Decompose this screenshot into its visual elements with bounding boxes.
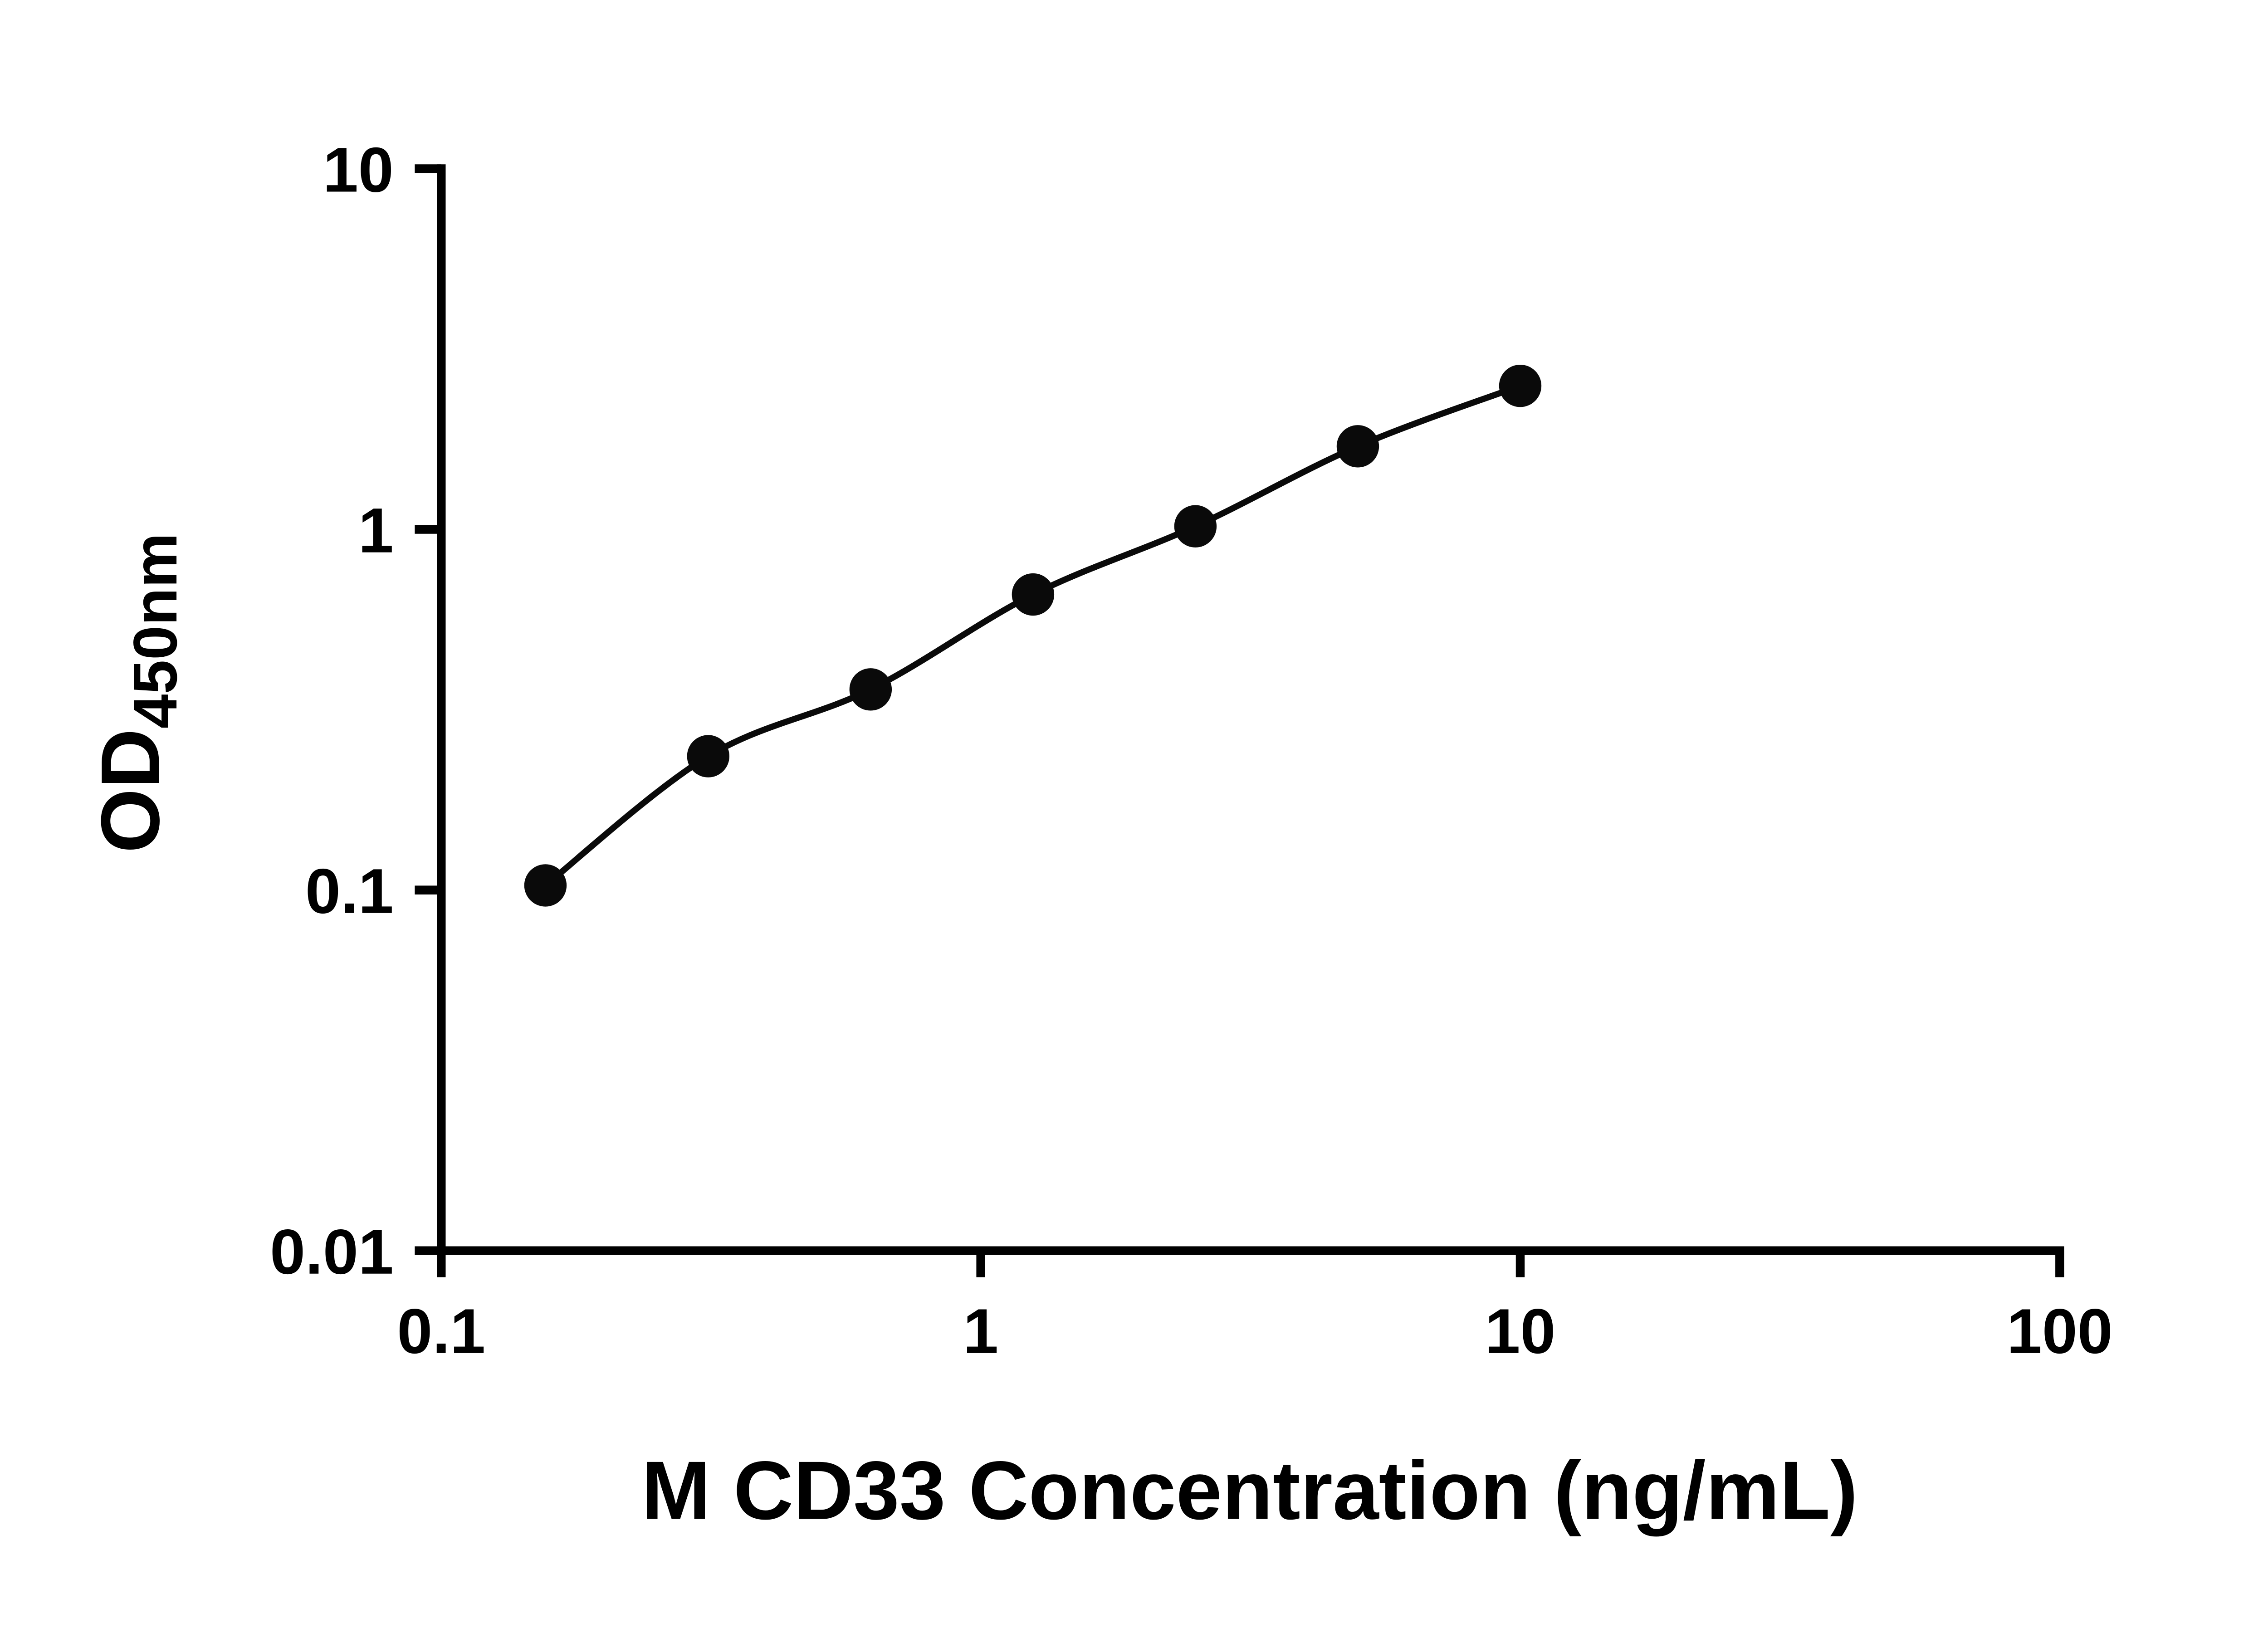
x-tick-label: 10 xyxy=(1485,1296,1556,1367)
data-point xyxy=(849,668,892,711)
curve-line xyxy=(543,383,1521,888)
x-tick-label: 100 xyxy=(2007,1296,2113,1367)
x-axis-title: M CD33 Concentration (ng/mL) xyxy=(641,1444,1858,1537)
y-axis-title-sub: 450nm xyxy=(121,533,190,728)
y-tick-label: 1 xyxy=(358,495,394,566)
data-point xyxy=(524,864,567,907)
x-tick-label: 1 xyxy=(963,1296,998,1367)
data-point xyxy=(1336,425,1379,468)
axis-lines xyxy=(437,164,2064,1255)
data-series xyxy=(524,364,1542,907)
y-tick-label: 10 xyxy=(323,134,394,205)
y-tick-label: 0.01 xyxy=(270,1216,394,1287)
data-point xyxy=(1174,505,1217,548)
data-point xyxy=(687,735,730,777)
data-point xyxy=(1499,364,1542,407)
x-tick-label: 0.1 xyxy=(397,1296,485,1367)
data-point xyxy=(1012,573,1055,616)
y-axis-title: OD450nm xyxy=(83,533,190,853)
y-tick-label: 0.1 xyxy=(305,856,394,927)
y-axis-title-base: OD xyxy=(83,728,176,853)
axes xyxy=(437,164,2064,1255)
axis-ticks xyxy=(415,164,2064,1277)
